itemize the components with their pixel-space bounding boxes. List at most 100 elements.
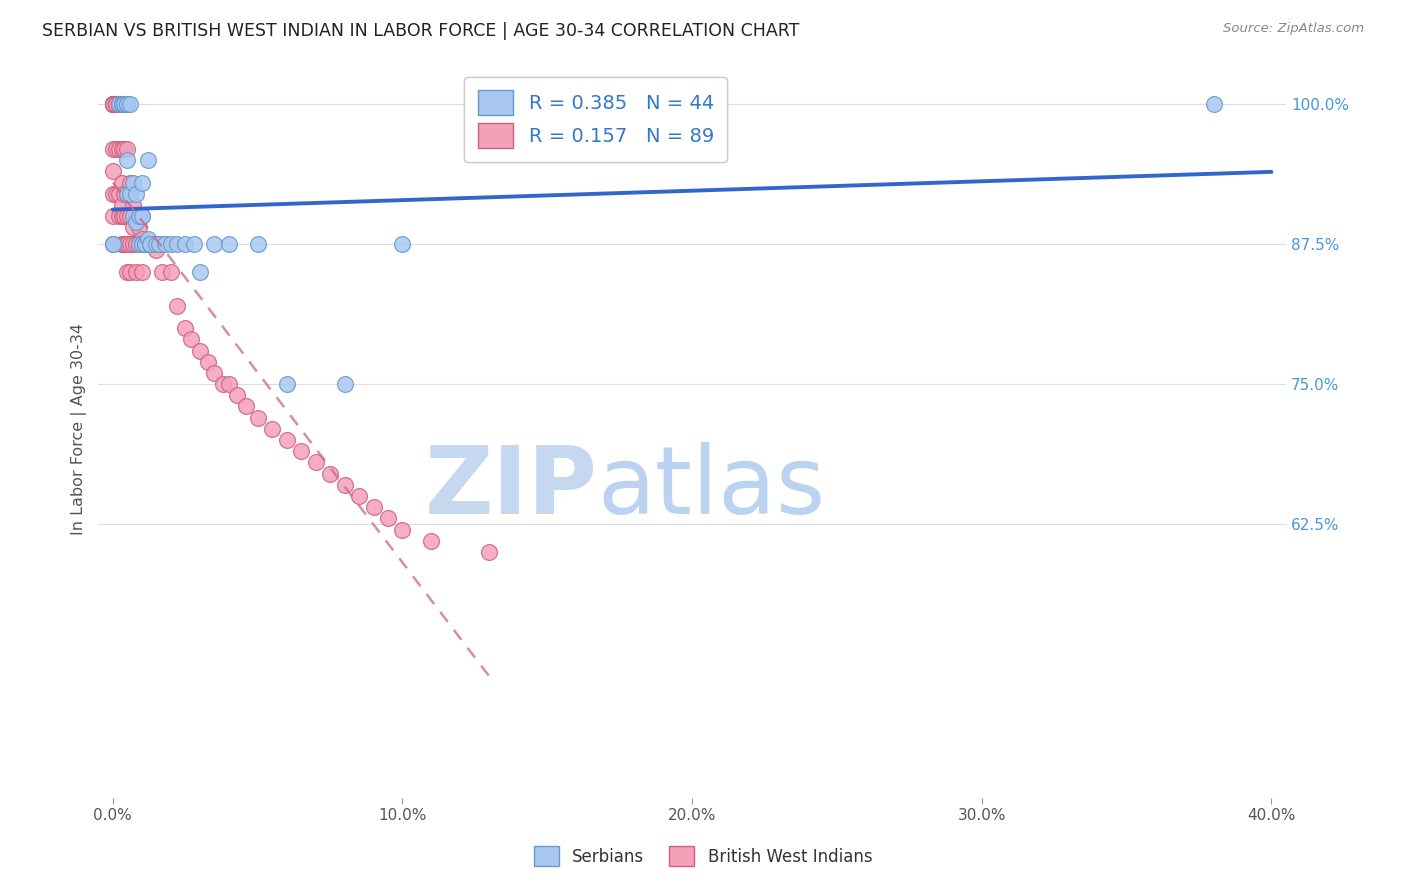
Point bbox=[101, 97, 124, 112]
Point bbox=[145, 237, 167, 252]
Point bbox=[188, 265, 211, 279]
Point bbox=[101, 237, 124, 252]
Point bbox=[120, 265, 142, 279]
Point bbox=[117, 153, 139, 168]
Point bbox=[104, 186, 127, 201]
Point bbox=[218, 237, 240, 252]
Text: atlas: atlas bbox=[598, 442, 825, 534]
Point bbox=[391, 523, 413, 537]
Point bbox=[122, 176, 145, 190]
Point bbox=[139, 237, 162, 252]
Point bbox=[112, 209, 135, 223]
Point bbox=[276, 433, 298, 447]
Point bbox=[117, 97, 139, 112]
Point bbox=[112, 186, 135, 201]
Point bbox=[104, 97, 127, 112]
Point bbox=[333, 377, 356, 392]
Point bbox=[101, 97, 124, 112]
Point bbox=[120, 209, 142, 223]
Point bbox=[536, 97, 558, 112]
Point bbox=[197, 354, 219, 368]
Point bbox=[128, 237, 150, 252]
Point bbox=[101, 97, 124, 112]
Point bbox=[183, 237, 205, 252]
Point bbox=[101, 97, 124, 112]
Point bbox=[150, 265, 173, 279]
Text: ZIP: ZIP bbox=[425, 442, 598, 534]
Point bbox=[235, 400, 257, 414]
Point bbox=[180, 332, 202, 346]
Point bbox=[101, 97, 124, 112]
Point bbox=[1202, 97, 1225, 112]
Point bbox=[101, 97, 124, 112]
Point bbox=[153, 237, 176, 252]
Legend: Serbians, British West Indians: Serbians, British West Indians bbox=[526, 838, 880, 875]
Point bbox=[153, 237, 176, 252]
Y-axis label: In Labor Force | Age 30-34: In Labor Force | Age 30-34 bbox=[72, 323, 87, 535]
Point bbox=[202, 366, 225, 380]
Point bbox=[125, 215, 148, 229]
Point bbox=[112, 142, 135, 156]
Point bbox=[139, 237, 162, 252]
Point bbox=[110, 97, 132, 112]
Point bbox=[159, 265, 181, 279]
Point bbox=[101, 164, 124, 178]
Point bbox=[131, 265, 153, 279]
Point bbox=[131, 209, 153, 223]
Legend: R = 0.385   N = 44, R = 0.157   N = 89: R = 0.385 N = 44, R = 0.157 N = 89 bbox=[464, 77, 727, 161]
Point bbox=[478, 545, 501, 559]
Point bbox=[110, 198, 132, 212]
Point bbox=[117, 186, 139, 201]
Point bbox=[120, 237, 142, 252]
Point bbox=[112, 237, 135, 252]
Point bbox=[117, 186, 139, 201]
Point bbox=[112, 97, 135, 112]
Point bbox=[117, 209, 139, 223]
Point bbox=[101, 142, 124, 156]
Point bbox=[110, 142, 132, 156]
Point bbox=[107, 97, 129, 112]
Point bbox=[131, 176, 153, 190]
Point bbox=[110, 209, 132, 223]
Point bbox=[166, 299, 188, 313]
Point bbox=[145, 243, 167, 257]
Point bbox=[276, 377, 298, 392]
Point bbox=[101, 186, 124, 201]
Point bbox=[363, 500, 385, 515]
Point bbox=[131, 232, 153, 246]
Point bbox=[110, 237, 132, 252]
Point bbox=[104, 97, 127, 112]
Point bbox=[174, 321, 197, 335]
Point bbox=[101, 97, 124, 112]
Point bbox=[136, 153, 159, 168]
Point bbox=[117, 237, 139, 252]
Point bbox=[117, 97, 139, 112]
Point bbox=[125, 209, 148, 223]
Point bbox=[117, 142, 139, 156]
Point bbox=[166, 237, 188, 252]
Text: Source: ZipAtlas.com: Source: ZipAtlas.com bbox=[1223, 22, 1364, 36]
Point bbox=[148, 237, 170, 252]
Point bbox=[128, 209, 150, 223]
Point bbox=[131, 237, 153, 252]
Point bbox=[107, 209, 129, 223]
Point bbox=[110, 176, 132, 190]
Point bbox=[246, 410, 269, 425]
Point bbox=[107, 97, 129, 112]
Point bbox=[104, 142, 127, 156]
Point bbox=[134, 237, 156, 252]
Point bbox=[128, 220, 150, 235]
Point bbox=[120, 186, 142, 201]
Point bbox=[101, 237, 124, 252]
Point bbox=[136, 237, 159, 252]
Point bbox=[122, 237, 145, 252]
Point bbox=[107, 97, 129, 112]
Point bbox=[122, 220, 145, 235]
Point bbox=[117, 265, 139, 279]
Point bbox=[304, 455, 326, 469]
Point bbox=[212, 377, 235, 392]
Point bbox=[125, 265, 148, 279]
Point bbox=[347, 489, 370, 503]
Point bbox=[333, 477, 356, 491]
Point bbox=[188, 343, 211, 358]
